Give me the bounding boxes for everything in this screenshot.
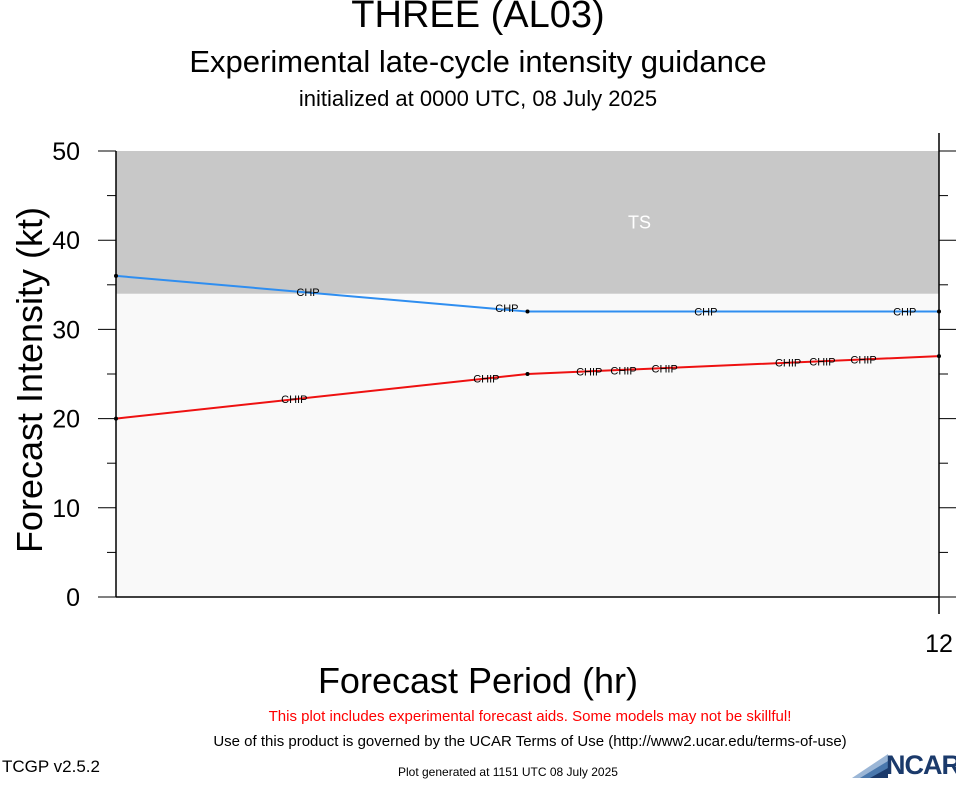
y-tick-label: 30 [52, 316, 80, 344]
chart-title: THREE (AL03) [351, 0, 605, 36]
ncar-logo: NCAR [850, 750, 956, 780]
generated-timestamp: Plot generated at 1151 UTC 08 July 2025 [398, 765, 618, 779]
model-marker-chip: CHIP [775, 357, 801, 369]
y-axis-label: Forecast Intensity (kt) [9, 206, 50, 554]
y-tick-label: 20 [52, 406, 80, 434]
model-marker-chip: CHIP [281, 394, 307, 406]
model-marker-chp: CHP [296, 287, 319, 299]
model-marker-chip: CHIP [473, 373, 499, 385]
y-tick-label: 40 [52, 227, 80, 255]
model-marker-chip: CHIP [652, 364, 678, 376]
model-marker-chp: CHP [893, 307, 916, 319]
x-tick-label: 12 [925, 630, 953, 658]
axes-layer: 0 10 20 30 40 50 12 [52, 133, 956, 658]
plot-background: TS [116, 151, 939, 597]
series-layer: CHP CHP CHP CHP CHIP CHIP CHIP CHIP CHIP CHIP CHIP… [114, 273, 941, 421]
y-tick-label: 10 [52, 495, 80, 523]
model-marker-chip: CHIP [576, 366, 602, 378]
initialization-time: initialized at 0000 UTC, 08 July 2025 [298, 86, 658, 111]
model-marker-chip: CHIP [610, 365, 636, 377]
series-point-1-1 [525, 372, 530, 376]
x-axis-label: Forecast Period (hr) [317, 660, 639, 701]
chart-subtitle: Experimental late-cycle intensity guidan… [189, 44, 767, 79]
band-label-ts: TS [628, 212, 651, 232]
experimental-warning: This plot includes experimental forecast… [268, 708, 792, 725]
terms-of-use-notice: Use of this product is governed by the U… [213, 733, 847, 750]
y-tick-label: 50 [52, 138, 80, 166]
ncar-logo-text: NCAR [886, 750, 956, 780]
version-label: TCGP v2.5.2 [2, 757, 100, 776]
ncar-logo-icon [852, 754, 888, 778]
model-marker-chp: CHP [495, 303, 518, 315]
model-marker-chip: CHIP [809, 357, 835, 369]
model-marker-chip: CHIP [850, 355, 876, 367]
model-marker-chp: CHP [694, 307, 717, 319]
y-tick-label: 0 [66, 584, 80, 612]
series-point-0-1 [525, 309, 530, 314]
band-ts [116, 151, 939, 294]
